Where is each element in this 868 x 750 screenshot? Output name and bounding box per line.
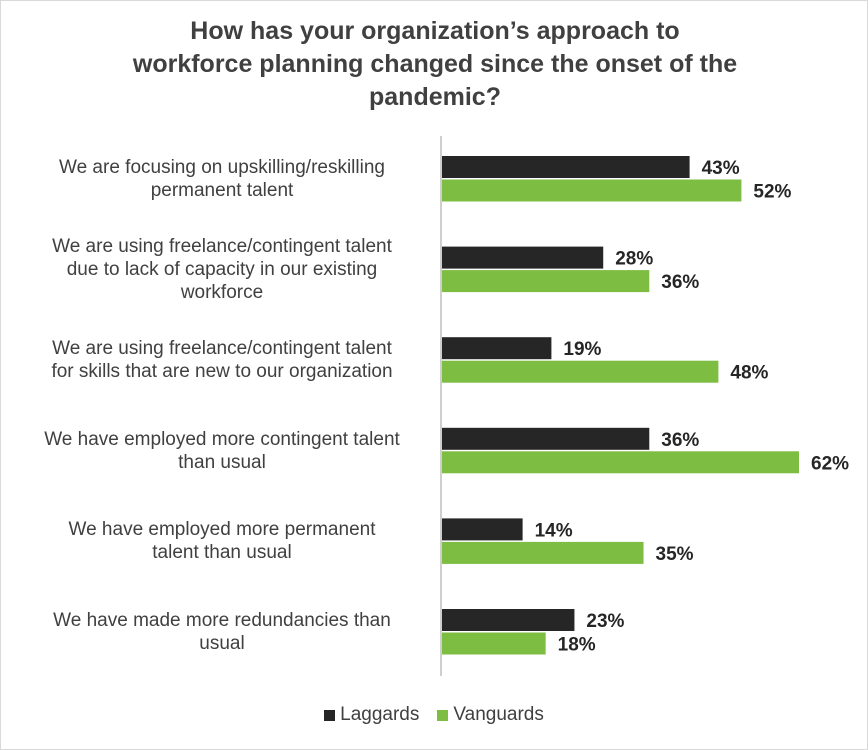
category-label: We are focusing on upskilling/reskilling… <box>22 156 422 202</box>
chart-title: How has your organization’s approach to … <box>81 15 789 114</box>
bar-laggards <box>442 609 575 631</box>
category-label-line: We have made more redundancies than <box>53 609 391 631</box>
category-label-line: usual <box>199 632 245 654</box>
legend: Laggards Vanguards <box>0 704 868 726</box>
category-label: We have employed more contingent talent t… <box>22 428 422 474</box>
bar-vanguards <box>442 632 546 655</box>
category-label-line: We have employed more permanent <box>68 519 376 541</box>
category-label: We are using freelance/contingent talent… <box>22 235 422 304</box>
category-label-line: We have employed more contingent talent <box>44 428 400 450</box>
category-label-line: workforce <box>180 281 264 303</box>
category-label-line: We are using freelance/contingent talent <box>52 337 392 359</box>
data-label-vanguards: 62% <box>811 453 849 474</box>
category-label: We are using freelance/contingent talent… <box>22 337 422 383</box>
bar-vanguards <box>442 360 719 383</box>
data-label-laggards: 19% <box>563 339 601 360</box>
legend-label: Vanguards <box>453 704 544 725</box>
data-label-laggards: 14% <box>535 520 573 541</box>
data-label-laggards: 23% <box>586 611 624 632</box>
data-label-vanguards: 36% <box>661 272 699 293</box>
chart-title-line: workforce planning changed since the ons… <box>132 50 738 78</box>
category-label-line: talent than usual <box>152 542 292 564</box>
chart-title-line: pandemic? <box>369 83 501 111</box>
data-label-vanguards: 48% <box>730 363 768 384</box>
category-label-line: due to lack of capacity in our existing <box>66 258 378 280</box>
data-label-vanguards: 35% <box>656 544 694 565</box>
bar-vanguards <box>442 270 650 293</box>
category-label: We have employed more permanent talent th… <box>22 518 422 564</box>
chart-title-line: How has your organization’s approach to <box>190 17 680 45</box>
bar-laggards <box>442 518 523 541</box>
data-label-laggards: 28% <box>615 249 653 270</box>
category-label-line: permanent talent <box>150 179 294 201</box>
bar-vanguards <box>442 541 644 564</box>
category-label-line: We are using freelance/contingent talent <box>52 235 392 257</box>
bar-vanguards <box>442 451 799 474</box>
bar-laggards <box>442 337 552 360</box>
category-label-line: than usual <box>178 451 266 473</box>
data-label-laggards: 36% <box>661 430 699 451</box>
bar-laggards <box>442 246 604 269</box>
category-label-line: We are focusing on upskilling/reskilling <box>59 156 385 178</box>
data-label-vanguards: 52% <box>753 182 791 203</box>
category-label-line: for skills that are new to our organizat… <box>51 360 393 382</box>
bar-laggards <box>442 427 650 450</box>
bar-vanguards <box>442 179 742 202</box>
legend-swatch <box>437 709 449 721</box>
legend-swatch <box>324 709 336 721</box>
bar-laggards <box>442 156 690 178</box>
legend-item-laggards: Laggards <box>324 704 419 726</box>
legend-item-vanguards: Vanguards <box>437 704 544 726</box>
data-label-laggards: 43% <box>702 158 740 179</box>
data-label-vanguards: 18% <box>558 635 596 656</box>
category-label: We have made more redundancies than usual <box>22 609 422 655</box>
legend-label: Laggards <box>340 704 420 725</box>
